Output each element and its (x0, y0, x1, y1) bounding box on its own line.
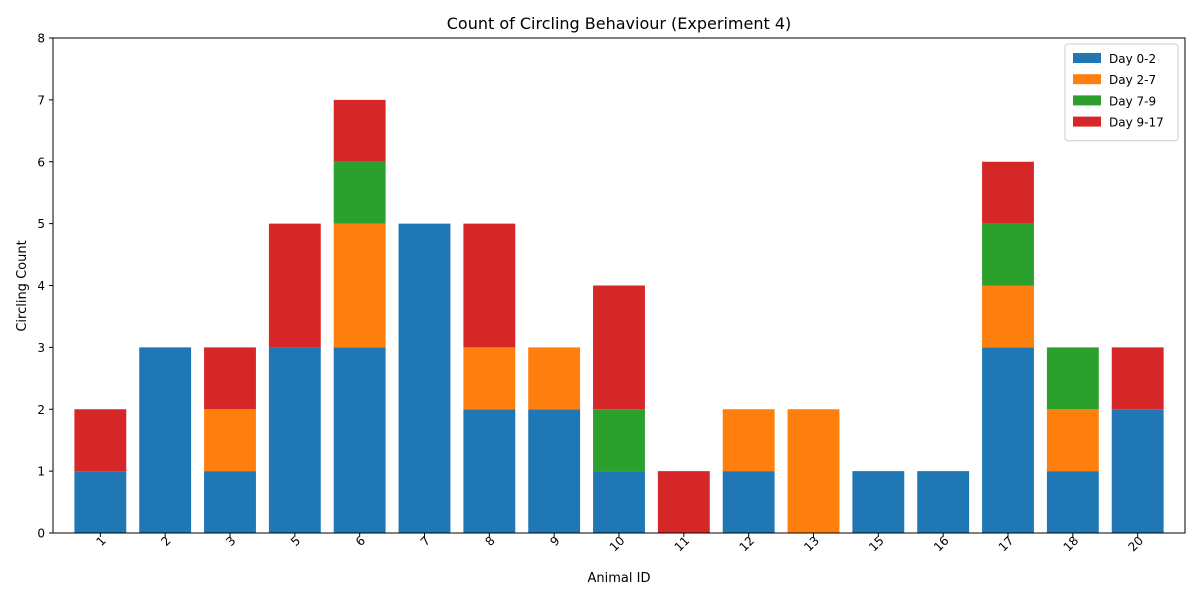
bar-animal-15-series-1 (852, 471, 905, 534)
bar-animal-17-series-1 (982, 347, 1034, 534)
bar-animal-13-series-2 (787, 409, 840, 533)
legend-label: Day 0-2 (1109, 52, 1156, 66)
x-tick-label: 5 (288, 534, 303, 549)
y-tick-label: 0 (37, 527, 45, 541)
legend-label: Day 7-9 (1109, 94, 1156, 108)
bar-animal-6-series-1 (333, 347, 386, 534)
bar-animal-8-series-4 (463, 223, 516, 348)
bar-animal-8-series-1 (463, 409, 516, 533)
bar-animal-17-series-3 (982, 223, 1034, 286)
x-axis-label: Animal ID (588, 571, 651, 586)
y-tick-label: 5 (37, 217, 45, 231)
x-tick-label: 3 (223, 534, 238, 549)
bar-animal-6-series-4 (333, 99, 386, 162)
legend-swatch (1073, 95, 1101, 106)
bar-animal-10-series-3 (593, 409, 645, 472)
legend-swatch (1073, 53, 1101, 63)
bar-animal-12-series-1 (722, 471, 775, 534)
y-tick-label: 1 (37, 465, 45, 479)
x-tick-label: 8 (483, 534, 498, 549)
x-axis-ticks: 1 2 3 5 6 7 8 9 10 11 12 13 15 16 17 18 20 (94, 533, 1146, 555)
legend-label: Day 2-7 (1109, 73, 1156, 87)
bar-animal-16-series-1 (917, 471, 970, 534)
y-tick-label: 3 (37, 341, 45, 355)
x-tick-label: 12 (736, 534, 757, 555)
x-tick-label: 13 (801, 534, 822, 555)
y-tick-label: 4 (37, 279, 45, 293)
bar-animal-17-series-4 (982, 161, 1034, 224)
bar-animal-3-series-4 (204, 347, 256, 410)
bar-animal-10-series-4 (593, 285, 645, 410)
x-tick-label: 17 (996, 534, 1017, 555)
x-tick-label: 6 (353, 534, 368, 549)
bar-animal-18-series-1 (1046, 471, 1099, 534)
bar-animal-3-series-2 (204, 409, 256, 472)
bar-animal-20-series-4 (1111, 347, 1164, 410)
x-tick-label: 10 (607, 534, 628, 555)
bar-animal-9-series-2 (528, 347, 581, 410)
bar-animal-20-series-1 (1111, 409, 1164, 533)
y-tick-label: 7 (37, 93, 45, 107)
bar-animal-3-series-1 (204, 471, 256, 534)
bar-animal-6-series-2 (333, 223, 386, 348)
bar-animal-1-series-4 (74, 409, 127, 472)
y-tick-label: 8 (37, 32, 45, 46)
legend: Day 0-2 Day 2-7 Day 7-9 Day 9-17 (1064, 43, 1179, 142)
plot-frame (52, 37, 1186, 534)
x-tick-label: 1 (94, 534, 109, 549)
x-tick-label: 15 (866, 534, 887, 555)
x-tick-label: 2 (158, 534, 173, 549)
bar-animal-5-series-4 (268, 223, 321, 348)
bar-animal-6-series-3 (333, 161, 386, 224)
chart-title: Count of Circling Behaviour (Experiment … (447, 14, 792, 33)
bar-animal-2-series-1 (139, 347, 192, 534)
bar-animal-18-series-2 (1046, 409, 1099, 472)
x-tick-label: 9 (547, 534, 562, 549)
bar-animal-18-series-3 (1046, 347, 1099, 410)
bar-animal-12-series-2 (722, 409, 775, 472)
legend-label: Day 9-17 (1109, 116, 1164, 130)
bar-animal-1-series-1 (74, 471, 127, 534)
x-tick-label: 11 (672, 534, 693, 555)
bar-animal-10-series-1 (593, 471, 645, 534)
bar-animal-9-series-1 (528, 409, 581, 533)
x-tick-label: 7 (418, 534, 433, 549)
legend-swatch (1073, 74, 1101, 85)
x-tick-label: 18 (1061, 534, 1082, 555)
x-tick-label: 20 (1125, 534, 1146, 555)
bar-animal-7-series-1 (398, 223, 451, 534)
y-tick-label: 6 (37, 155, 45, 169)
bar-animal-5-series-1 (268, 347, 321, 534)
legend-swatch (1073, 116, 1101, 127)
bar-animal-11-series-4 (657, 471, 710, 534)
y-axis-ticks: 0 1 2 3 4 5 6 7 8 (37, 32, 53, 541)
bar-animal-8-series-2 (463, 347, 516, 410)
y-axis-label: Circling Count (15, 240, 30, 331)
bars-group (74, 99, 1164, 534)
bar-animal-17-series-2 (982, 285, 1034, 348)
x-tick-label: 16 (931, 534, 952, 555)
y-tick-label: 2 (37, 403, 45, 417)
